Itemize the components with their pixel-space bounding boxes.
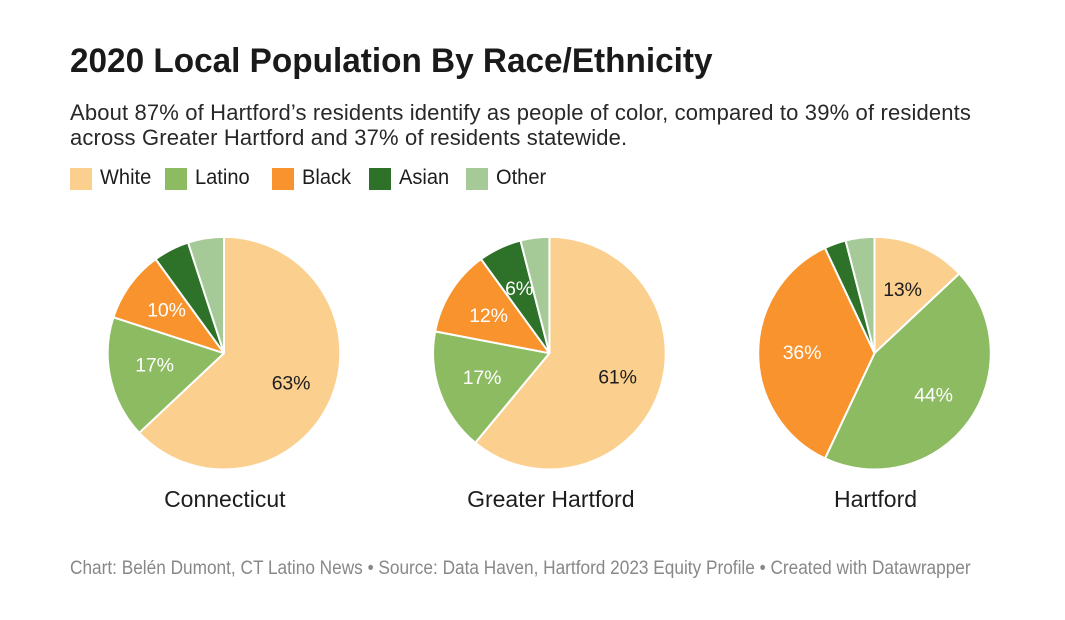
svg-text:Hartford: Hartford [834, 486, 917, 512]
svg-text:63%: 63% [272, 373, 310, 395]
svg-text:61%: 61% [598, 367, 636, 389]
svg-text:17%: 17% [135, 355, 173, 377]
svg-text:10%: 10% [147, 300, 185, 322]
svg-text:6%: 6% [505, 278, 533, 300]
svg-text:44%: 44% [914, 385, 952, 407]
svg-text:Connecticut: Connecticut [164, 486, 286, 512]
svg-text:12%: 12% [469, 305, 507, 327]
svg-text:36%: 36% [783, 342, 821, 364]
svg-text:Greater Hartford: Greater Hartford [467, 486, 634, 512]
svg-text:13%: 13% [883, 279, 921, 301]
svg-text:17%: 17% [463, 367, 501, 389]
